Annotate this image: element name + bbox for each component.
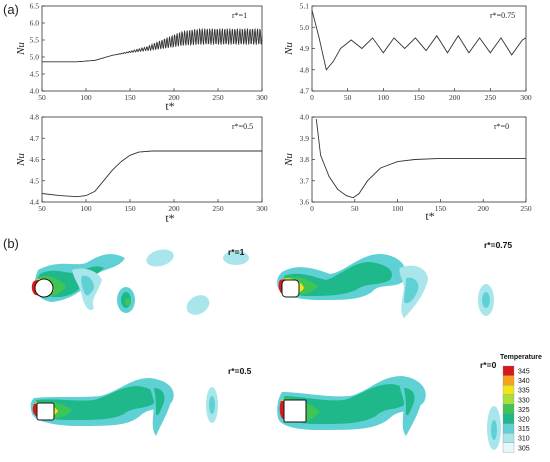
series-line [42,27,263,63]
legend-swatch [502,394,515,405]
y-axis-label: Nu [15,42,27,56]
x-tick-label: 150 [435,204,447,213]
y-tick-label: 6.0 [30,19,40,28]
legend-label: 345 [518,369,530,376]
chart-annotation: r*=1 [232,11,247,20]
y-axis-label: Nu [15,153,27,167]
y-axis-label: Nu [283,153,295,167]
chart-1: 0 50 100 150 200 250 300 4.7 4.8 4.9 5.0 5.1 Nu r*=0.… [283,2,532,103]
y-tick-label: 4.6 [30,155,40,164]
x-tick-label: 100 [80,204,92,213]
y-tick-label: 3.7 [300,176,310,185]
y-axis-label: Nu [283,42,295,56]
x-tick-label: 50 [38,93,46,102]
y-tick-label: 3.8 [300,155,310,164]
series-line [311,10,527,71]
legend-label: 325 [518,407,530,414]
legend-swatch [502,442,515,453]
x-tick-label: 50 [344,93,352,102]
x-tick-label: 150 [413,93,425,102]
y-tick-label: 4.8 [30,113,40,122]
x-axis-label: t* [165,211,174,225]
series-line [41,150,262,198]
panel-label-a: (a) [3,2,19,17]
x-tick-label: 100 [378,93,390,102]
x-tick-label: 200 [168,93,180,102]
legend-swatch [502,365,515,376]
x-tick-label: 250 [520,204,532,213]
x-tick-label: 200 [449,93,461,102]
x-tick-label: 300 [256,204,268,213]
legend-title: Temperature [500,354,542,361]
legend-label: 335 [518,388,530,395]
legend-swatch [502,404,515,415]
x-tick-label: 300 [256,93,268,102]
y-tick-label: 4.5 [30,70,40,79]
chart-annotation: r*=0 [494,122,509,131]
y-tick-label: 5.0 [30,53,40,62]
chart-2: 50 100 150 200 250 300 4.4 4.5 4.6 4.7 4.8 Nu t* r*=0… [15,113,268,226]
contour-r0 [277,376,501,450]
chart-0: 50 100 150 200 250 300 4.0 4.5 5.0 5.5 6.0 6.5 Nu t* r… [15,2,268,114]
x-tick-label: 0 [310,93,314,102]
plot-frame [41,5,263,92]
y-tick-label: 5.5 [30,36,40,45]
legend-swatch [502,413,515,424]
legend-label: 340 [518,378,530,385]
y-tick-label: 4.9 [300,44,310,53]
legend-swatch [502,433,515,443]
x-axis-label: t* [425,209,434,223]
chart-annotation: r*=0.75 [490,11,515,20]
x-tick-label: 0 [310,204,314,213]
contour-r075 [277,254,494,318]
x-tick-label: 250 [485,93,497,102]
temperature-legend: Temperature 345 340 335 330 325 320 315 310 305 [500,354,542,453]
x-tick-label: 100 [392,204,404,213]
contour-r1 [31,249,249,315]
legend-swatch [502,385,515,395]
x-tick-label: 50 [351,204,359,213]
contour-label-r05: r*=0.5 [228,366,252,376]
legend-label: 305 [518,445,530,452]
x-tick-label: 150 [124,93,136,102]
nu-time-charts: 50 100 150 200 250 300 4.0 4.5 5.0 5.5 6.0 6.5 Nu t* r… [15,2,532,226]
y-tick-label: 3.9 [300,134,310,143]
contour-label-r075: r*=0.75 [484,240,512,250]
legend-label: 330 [518,397,530,404]
x-tick-label: 200 [478,204,490,213]
x-tick-label: 200 [168,204,180,213]
x-tick-label: 250 [212,93,224,102]
legend-swatch [502,375,515,386]
legend-label: 315 [518,426,530,433]
x-tick-label: 300 [520,93,532,102]
y-tick-label: 4.7 [300,87,310,96]
y-tick-label: 4.5 [30,176,40,185]
legend-label: 310 [518,436,530,443]
x-tick-label: 250 [212,204,224,213]
series-line [315,119,526,199]
contour-r05 [30,378,218,436]
chart-annotation: r*=0.5 [232,122,253,131]
y-tick-label: 5.1 [300,2,310,11]
legend-label: 320 [518,417,530,424]
y-tick-label: 5.0 [300,23,310,32]
panel-label-b: (b) [3,236,19,251]
y-tick-label: 3.6 [300,198,310,207]
contour-label-r0: r*=0 [480,360,497,370]
x-axis-label: t* [165,99,174,113]
y-tick-label: 4.4 [30,198,40,207]
y-tick-label: 4.0 [300,113,310,122]
x-tick-label: 100 [80,93,92,102]
contour-label-r1: r*=1 [228,247,245,257]
legend-swatch [502,423,515,434]
chart-3: 0 50 100 150 200 250 3.6 3.7 3.8 3.9 4.0 Nu t* r*=0 [283,113,532,224]
x-tick-label: 50 [38,204,46,213]
x-tick-label: 150 [124,204,136,213]
y-tick-label: 6.5 [30,2,40,11]
y-tick-label: 4.7 [30,134,40,143]
y-tick-label: 4.8 [300,65,310,74]
y-tick-label: 4.0 [30,87,40,96]
